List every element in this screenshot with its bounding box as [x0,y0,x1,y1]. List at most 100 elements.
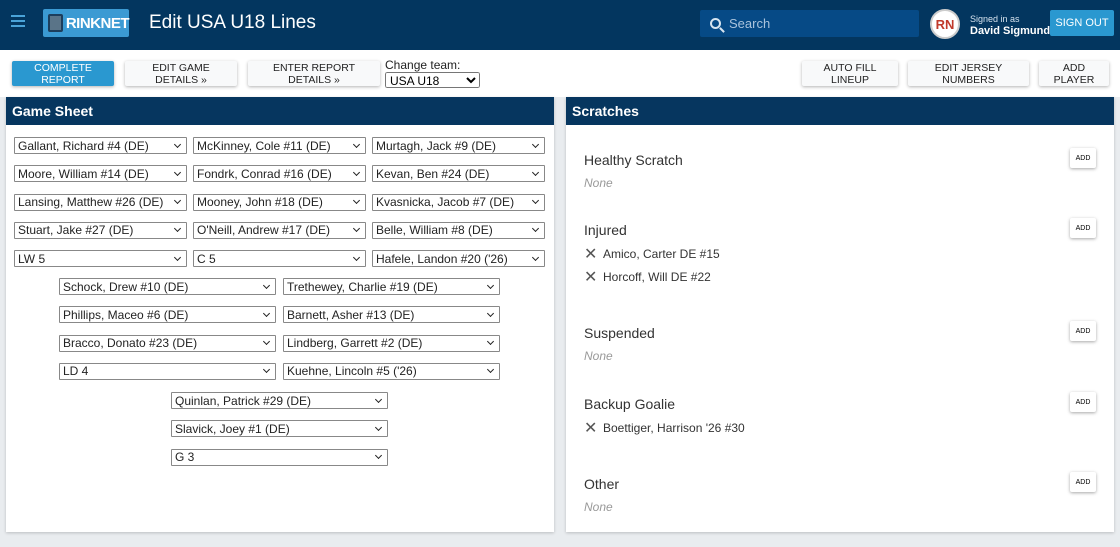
scratch-section-title: Backup Goalie [584,396,676,412]
none-label: None [584,500,613,514]
scratch-section-title: Suspended [584,325,655,341]
scratch-section: Healthy Scratch ADD None [584,148,1096,190]
chevron-down-icon [173,197,182,205]
defense-select[interactable]: Barnett, Asher #13 (DE) [283,306,500,324]
logo-icon [48,14,63,32]
selected-player: Trethewey, Charlie #19 (DE) [287,279,438,294]
auto-fill-lineup-button[interactable]: AUTO FILL LINEUP [802,61,898,86]
sign-out-button[interactable]: SIGN OUT [1050,10,1114,36]
chevron-down-icon [352,197,361,205]
forward-select[interactable]: LW 5 [14,250,187,268]
selected-player: Bracco, Donato #23 (DE) [63,336,198,351]
selected-player: Barnett, Asher #13 (DE) [287,307,415,322]
forward-select[interactable]: C 5 [193,250,366,268]
scratch-section: Backup Goalie ADD ✕ Boettiger, Harrison '26… [584,392,1096,437]
avatar[interactable]: RN [930,9,960,39]
selected-player: Quinlan, Patrick #29 (DE) [175,393,312,408]
defense-select[interactable]: Trethewey, Charlie #19 (DE) [283,278,500,295]
selected-player: Stuart, Jake #27 (DE) [18,223,134,238]
player-name: Amico, Carter DE #15 [603,247,720,261]
game-sheet-title: Game Sheet [6,97,554,125]
add-scratch-button[interactable]: ADD [1070,472,1096,492]
chevron-down-icon [262,281,271,289]
selected-player: Fondrk, Conrad #16 (DE) [197,166,332,181]
chevron-down-icon [486,281,495,289]
selected-player: Gallant, Richard #4 (DE) [18,138,149,153]
selected-player: Slavick, Joey #1 (DE) [175,421,290,436]
remove-icon[interactable]: ✕ [584,246,598,263]
selected-player: Murtagh, Jack #9 (DE) [376,138,497,153]
chevron-down-icon [352,168,361,176]
selected-player: Lindberg, Garrett #2 (DE) [287,336,423,351]
chevron-down-icon [486,309,495,317]
enter-report-details-button[interactable]: ENTER REPORT DETAILS » [248,61,380,86]
forward-select[interactable]: McKinney, Cole #11 (DE) [193,137,366,154]
chevron-down-icon [262,309,271,317]
scratched-player: ✕ Horcoff, Will DE #22 [584,269,1094,286]
add-scratch-button[interactable]: ADD [1070,218,1096,238]
search-input[interactable]: Search [700,10,919,37]
forward-select[interactable]: Stuart, Jake #27 (DE) [14,221,187,239]
goalie-select[interactable]: Slavick, Joey #1 (DE) [171,420,388,438]
chevron-down-icon [374,395,383,403]
selected-player: Kevan, Ben #24 (DE) [376,166,490,181]
goalie-select[interactable]: G 3 [171,448,388,466]
selected-player: Kvasnicka, Jacob #7 (DE) [376,195,515,210]
rinknet-logo[interactable]: RINKNET [43,9,130,37]
player-name: Boettiger, Harrison '26 #30 [603,421,745,435]
edit-jersey-numbers-button[interactable]: EDIT JERSEY NUMBERS [908,61,1029,86]
selected-player: Phillips, Maceo #6 (DE) [63,307,189,322]
selected-player: LD 4 [63,364,89,379]
selected-player: Moore, William #14 (DE) [18,166,149,181]
goalie-select[interactable]: Quinlan, Patrick #29 (DE) [171,392,388,409]
forward-select[interactable]: Belle, William #8 (DE) [372,221,545,239]
scratches-title: Scratches [566,97,1114,125]
top-header: RINKNET Edit USA U18 Lines Search RN Sig… [0,0,1120,50]
chevron-down-icon [262,338,271,346]
search-placeholder: Search [729,16,771,31]
selected-player: Schock, Drew #10 (DE) [63,279,189,294]
forward-select[interactable]: Fondrk, Conrad #16 (DE) [193,165,366,183]
add-player-button[interactable]: ADD PLAYER [1039,61,1109,86]
game-sheet-panel: Game Sheet Gallant, Richard #4 (DE) McKin… [6,97,554,532]
scratches-panel: Scratches Healthy Scratch ADD None Injured A… [566,97,1114,532]
forward-select[interactable]: Kvasnicka, Jacob #7 (DE) [372,193,545,211]
forward-select[interactable]: Hafele, Landon #20 ('26) [372,250,545,268]
add-scratch-button[interactable]: ADD [1070,392,1096,412]
remove-icon[interactable]: ✕ [584,269,598,286]
scratch-section: Other ADD None [584,472,1096,514]
scratch-section-title: Healthy Scratch [584,152,683,168]
forward-select[interactable]: Lansing, Matthew #26 (DE) [14,193,187,211]
defense-select[interactable]: Schock, Drew #10 (DE) [59,278,276,295]
add-scratch-button[interactable]: ADD [1070,321,1096,341]
forward-select[interactable]: Murtagh, Jack #9 (DE) [372,137,545,154]
forward-select[interactable]: O'Neill, Andrew #17 (DE) [193,221,366,239]
defense-select[interactable]: Lindberg, Garrett #2 (DE) [283,334,500,352]
chevron-down-icon [173,253,182,261]
forward-select[interactable]: Moore, William #14 (DE) [14,165,187,183]
add-scratch-button[interactable]: ADD [1070,148,1096,168]
scratched-player: ✕ Boettiger, Harrison '26 #30 [584,420,1094,437]
edit-game-details-button[interactable]: EDIT GAME DETAILS » [125,61,237,86]
chevron-down-icon [262,366,271,374]
chevron-down-icon [352,253,361,261]
forward-select[interactable]: Kevan, Ben #24 (DE) [372,165,545,183]
change-team-select[interactable]: USA U18 [385,72,480,88]
selected-player: Mooney, John #18 (DE) [197,195,323,210]
chevron-down-icon [173,140,182,148]
scratch-section: Injured ADD ✕ Amico, Carter DE #15 ✕ Horcoff,… [584,218,1096,286]
defense-select[interactable]: Bracco, Donato #23 (DE) [59,334,276,352]
defense-select[interactable]: LD 4 [59,362,276,380]
complete-report-button[interactable]: COMPLETE REPORT [12,61,114,86]
defense-select[interactable]: Kuehne, Lincoln #5 ('26) [283,362,500,380]
selected-player: Lansing, Matthew #26 (DE) [18,195,164,210]
change-team-label: Change team: [385,58,461,72]
forward-select[interactable]: Gallant, Richard #4 (DE) [14,137,187,154]
chevron-down-icon [173,168,182,176]
defense-select[interactable]: Phillips, Maceo #6 (DE) [59,306,276,324]
chevron-down-icon [374,423,383,431]
hamburger-menu-icon[interactable] [11,15,25,27]
chevron-down-icon [531,140,540,148]
forward-select[interactable]: Mooney, John #18 (DE) [193,193,366,211]
remove-icon[interactable]: ✕ [584,420,598,437]
